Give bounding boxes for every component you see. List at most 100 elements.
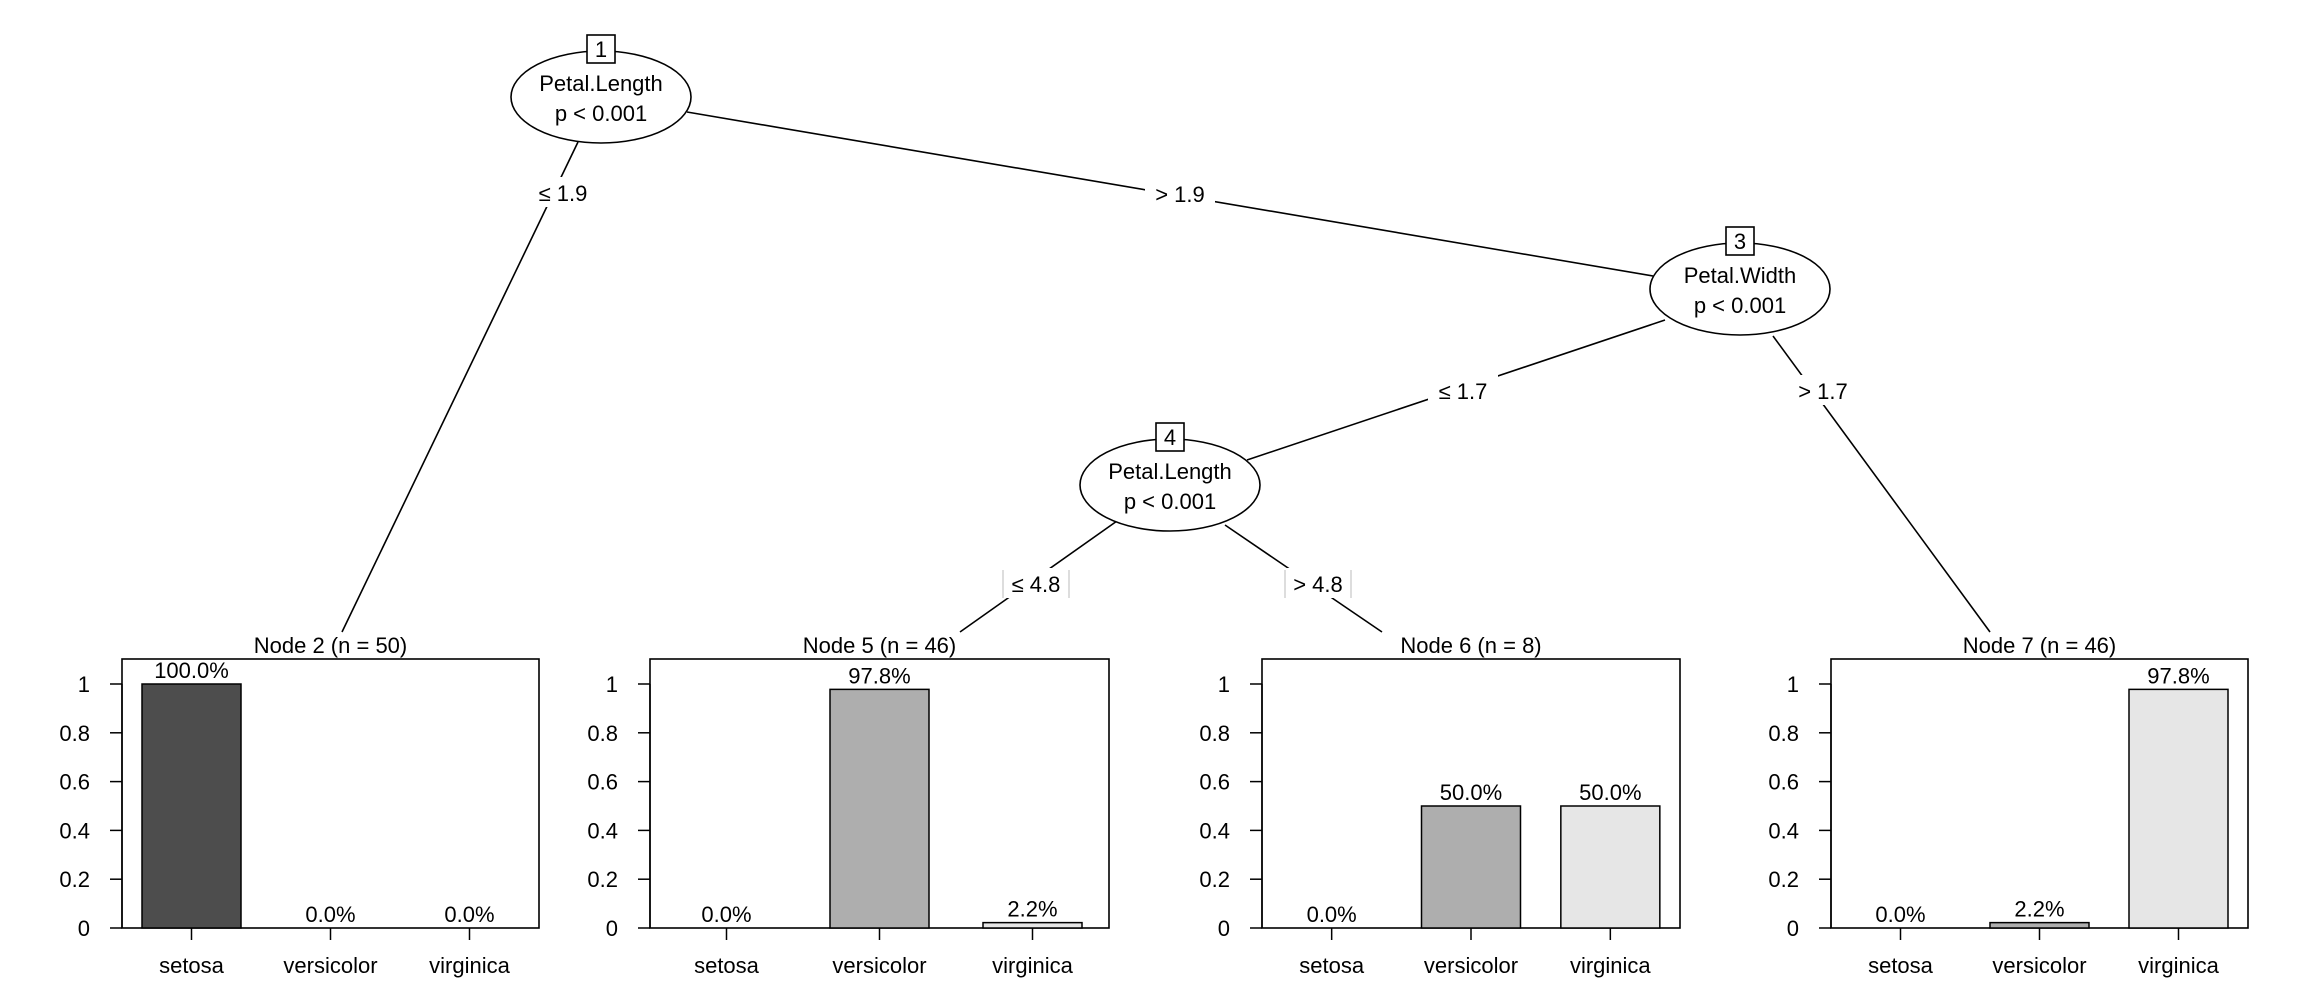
bar-versicolor <box>829 688 930 929</box>
terminal-node-5: Node 5 (n = 46) 0 0.2 0.4 0.6 0.8 1 0.0% setosa 9… <box>587 633 1110 978</box>
y-tick-label: 0.6 <box>1768 770 1799 795</box>
tree-edge-1-3: > 1.9 <box>686 111 1654 277</box>
x-tick-label: versicolor <box>1424 953 1518 978</box>
y-tick-label: 0.6 <box>587 770 618 795</box>
y-tick-label: 0.2 <box>587 867 618 892</box>
y-tick-label: 0.4 <box>59 818 90 843</box>
node-id-box <box>1155 422 1185 452</box>
inner-node-1: Petal.Length p < 0.001 1 <box>510 34 692 144</box>
y-tick-label: 0.4 <box>587 818 618 843</box>
tree-edge-3-7: > 1.7 <box>1772 335 1991 633</box>
y-tick-label: 0.8 <box>1768 721 1799 746</box>
x-tick-label: setosa <box>694 953 760 978</box>
node-pvalue: p < 0.001 <box>555 101 647 126</box>
terminal-node-title: Node 5 (n = 46) <box>803 633 956 658</box>
node-id-label: 3 <box>1734 229 1746 254</box>
y-tick-label: 0.8 <box>59 721 90 746</box>
node-oval <box>1649 242 1831 336</box>
y-tick-label: 0.2 <box>1199 867 1230 892</box>
bar-data-label: 0.0% <box>1875 902 1925 927</box>
bar-data-label: 0.0% <box>1307 902 1357 927</box>
y-tick-label: 0.2 <box>59 867 90 892</box>
node-pvalue: p < 0.001 <box>1694 293 1786 318</box>
y-tick-label: 0.4 <box>1199 818 1230 843</box>
x-tick-label: setosa <box>159 953 225 978</box>
x-tick-label: versicolor <box>1992 953 2086 978</box>
inner-node-3: Petal.Width p < 0.001 3 <box>1649 226 1831 336</box>
bar-data-label: 100.0% <box>154 658 229 683</box>
bar-data-label: 0.0% <box>305 902 355 927</box>
x-tick-label: virginica <box>429 953 510 978</box>
bar-versicolor <box>1989 921 2090 929</box>
bar-data-label: 97.8% <box>848 663 910 688</box>
edge-line <box>341 141 579 633</box>
edge-split-label: ≤ 4.8 <box>1012 572 1061 597</box>
terminal-node-6: Node 6 (n = 8) 0 0.2 0.4 0.6 0.8 1 0.0% setosa 50… <box>1199 633 1681 978</box>
y-tick-label: 1 <box>1787 672 1799 697</box>
y-tick-label: 1 <box>78 672 90 697</box>
tree-inner-nodes: Petal.Length p < 0.001 1 Petal.Width p < 0.0… <box>510 34 1831 532</box>
node-id-label: 4 <box>1164 425 1176 450</box>
x-tick-label: virginica <box>2138 953 2219 978</box>
x-tick-label: setosa <box>1299 953 1365 978</box>
x-tick-label: virginica <box>992 953 1073 978</box>
node-id-label: 1 <box>595 37 607 62</box>
tree-edge-4-5: ≤ 4.8 <box>959 520 1118 633</box>
bar-virginica <box>982 921 1083 929</box>
terminal-node-title: Node 7 (n = 46) <box>1963 633 2116 658</box>
terminal-node-7: Node 7 (n = 46) 0 0.2 0.4 0.6 0.8 1 0.0% setosa 2… <box>1768 633 2249 978</box>
node-id-box <box>1725 226 1755 256</box>
bar-virginica <box>1560 805 1661 929</box>
y-tick-label: 0 <box>1218 916 1230 941</box>
terminal-node-title: Node 6 (n = 8) <box>1400 633 1541 658</box>
y-tick-label: 1 <box>606 672 618 697</box>
terminal-node-title: Node 2 (n = 50) <box>254 633 407 658</box>
node-oval <box>1079 438 1261 532</box>
y-tick-label: 1 <box>1218 672 1230 697</box>
inner-node-4: Petal.Length p < 0.001 4 <box>1079 422 1261 532</box>
edge-split-label: ≤ 1.7 <box>1439 379 1488 404</box>
y-tick-label: 0.8 <box>587 721 618 746</box>
bar-data-label: 50.0% <box>1579 780 1641 805</box>
tree-edge-4-6: > 4.8 <box>1224 524 1383 633</box>
edge-label-background <box>1788 375 1858 405</box>
y-tick-label: 0.2 <box>1768 867 1799 892</box>
edge-split-label: > 1.7 <box>1798 379 1848 404</box>
node-split-variable: Petal.Length <box>539 71 663 96</box>
bar-virginica <box>2128 688 2229 929</box>
bar-data-label: 2.2% <box>2014 897 2064 922</box>
y-tick-label: 0 <box>606 916 618 941</box>
edge-split-label: > 1.9 <box>1155 182 1205 207</box>
edge-label-background <box>1428 375 1498 405</box>
edge-split-label: > 4.8 <box>1293 572 1343 597</box>
bar-data-label: 0.0% <box>444 902 494 927</box>
bar-versicolor <box>1420 805 1522 929</box>
node-id-box <box>586 34 616 64</box>
bar-data-label: 50.0% <box>1440 780 1502 805</box>
edge-label-background <box>1283 568 1353 598</box>
edge-split-label: ≤ 1.9 <box>539 181 588 206</box>
y-tick-label: 0.4 <box>1768 818 1799 843</box>
node-split-variable: Petal.Length <box>1108 459 1232 484</box>
y-tick-label: 0 <box>1787 916 1799 941</box>
y-tick-label: 0 <box>78 916 90 941</box>
bar-setosa <box>141 683 242 929</box>
y-tick-label: 0.8 <box>1199 721 1230 746</box>
edge-label-background <box>1145 178 1215 208</box>
bar-data-label: 97.8% <box>2147 663 2209 688</box>
x-tick-label: virginica <box>1570 953 1651 978</box>
y-tick-label: 0.6 <box>1199 770 1230 795</box>
bar-data-label: 0.0% <box>701 902 751 927</box>
y-tick-label: 0.6 <box>59 770 90 795</box>
bar-data-label: 2.2% <box>1007 897 1057 922</box>
edge-label-background <box>1001 568 1071 598</box>
x-tick-label: versicolor <box>283 953 377 978</box>
node-pvalue: p < 0.001 <box>1124 489 1216 514</box>
tree-edges: ≤ 1.9 > 1.9 ≤ 1.7 > 1.7 ≤ 4.8 > 4.8 <box>341 111 1991 633</box>
node-split-variable: Petal.Width <box>1684 263 1797 288</box>
terminal-node-panels: Node 2 (n = 50)00.20.40.60.81100.0%setos… <box>59 633 2249 978</box>
tree-edge-1-2: ≤ 1.9 <box>341 141 598 633</box>
terminal-node-2: Node 2 (n = 50) 0 0.2 0.4 0.6 0.8 1 100.0% setos… <box>59 633 540 978</box>
edge-label-background <box>528 177 598 207</box>
